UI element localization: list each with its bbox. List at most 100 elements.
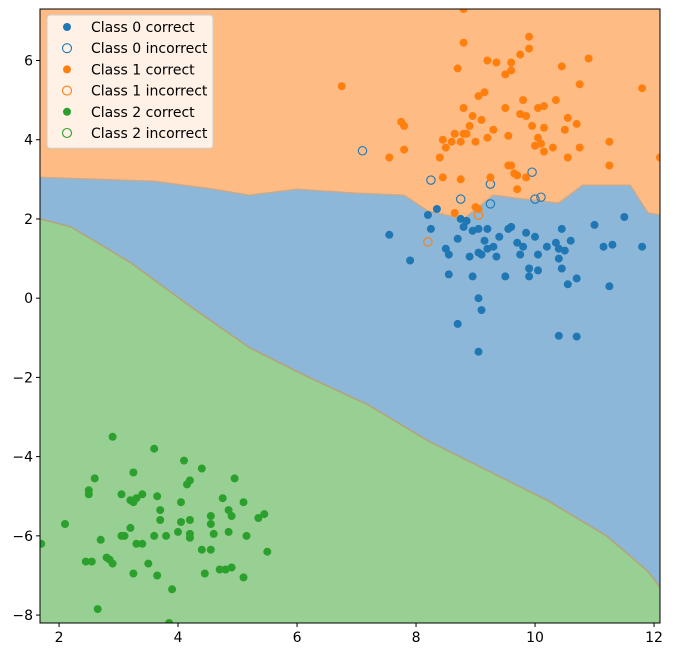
point-class-0-correct [599, 242, 608, 251]
point-class-0-correct [459, 222, 468, 231]
point-class-1-correct [551, 96, 560, 105]
point-class-0-correct [531, 232, 539, 241]
point-class-1-correct [462, 129, 471, 138]
point-class-1-correct [471, 137, 480, 146]
point-class-1-incorrect [473, 210, 484, 220]
y-tick-label: −8 [12, 608, 33, 624]
point-class-2-correct [129, 468, 138, 477]
x-tick-label: 6 [293, 630, 302, 646]
point-class-2-correct [185, 516, 194, 524]
point-class-0-correct [462, 216, 471, 225]
point-class-0-correct [513, 238, 522, 247]
point-class-1-correct [456, 175, 465, 184]
legend-marker [63, 107, 71, 116]
point-class-0-correct [525, 264, 534, 273]
x-axis: 2 4 6 8 10 12 [55, 623, 663, 646]
point-class-0-correct [426, 224, 435, 233]
point-class-2-correct [242, 531, 251, 540]
point-class-2-correct [260, 510, 269, 519]
point-class-2-correct [227, 563, 236, 572]
point-class-0-correct [554, 244, 563, 253]
y-tick-label: −2 [12, 370, 33, 386]
y-tick-label: 0 [24, 291, 33, 307]
legend-label: Class 1 correct [91, 62, 195, 78]
point-class-1-correct [438, 173, 447, 182]
point-class-1-correct [435, 153, 444, 162]
legend-marker [63, 65, 71, 74]
x-tick-label: 10 [526, 630, 544, 646]
point-class-2-correct [126, 523, 135, 532]
point-class-0-correct [474, 347, 483, 356]
point-class-0-correct [519, 242, 528, 251]
point-class-1-correct [540, 147, 548, 156]
point-class-0-correct [620, 213, 629, 221]
point-class-0-correct [557, 264, 566, 273]
point-class-1-correct [504, 131, 513, 140]
boundary-line-1-0 [40, 176, 660, 220]
point-class-1-correct [516, 50, 525, 59]
point-class-2-correct [156, 506, 165, 515]
point-class-2-correct [40, 539, 46, 548]
point-class-1-correct [540, 123, 548, 132]
point-class-2-correct [96, 535, 105, 544]
y-tick-label: 4 [24, 133, 33, 149]
point-class-2-correct [93, 605, 102, 614]
point-class-0-correct [453, 234, 462, 243]
point-class-0-correct [492, 252, 501, 261]
point-class-0-correct [507, 222, 516, 231]
y-tick-label: −4 [12, 450, 33, 466]
point-class-2-correct [230, 474, 239, 483]
plot-frame [39, 8, 661, 624]
point-class-2-correct [197, 545, 206, 554]
point-class-0-correct [453, 319, 462, 328]
point-class-1-correct [540, 102, 548, 111]
point-class-0-correct [560, 246, 569, 255]
point-class-1-correct [656, 153, 660, 162]
point-class-1-correct [563, 153, 572, 162]
point-class-1-correct [400, 145, 409, 154]
point-class-2-correct [153, 492, 162, 501]
point-class-2-correct [144, 559, 153, 568]
point-class-0-incorrect [357, 146, 368, 156]
point-class-0-correct [495, 232, 504, 241]
point-class-0-correct [608, 240, 617, 249]
point-class-0-correct [406, 256, 415, 265]
point-class-1-correct [513, 171, 522, 180]
point-class-2-correct [206, 545, 215, 554]
point-class-0-correct [480, 236, 489, 245]
point-class-2-correct [90, 474, 99, 483]
y-tick-label: −6 [12, 529, 33, 545]
point-class-0-incorrect [530, 194, 540, 204]
point-class-1-correct [465, 121, 474, 130]
point-class-1-correct [507, 161, 516, 170]
point-class-0-correct [474, 294, 483, 303]
point-class-0-correct [483, 224, 492, 233]
legend-label: Class 0 correct [91, 20, 195, 36]
point-class-0-correct [557, 224, 566, 233]
point-class-0-correct [516, 250, 525, 259]
x-tick-label: 8 [412, 630, 421, 646]
point-class-0-correct [423, 211, 432, 219]
point-class-1-correct [447, 137, 456, 146]
point-class-1-correct [441, 143, 450, 152]
point-class-0-correct [525, 272, 534, 281]
point-class-2-correct [81, 557, 90, 566]
legend-label: Class 2 incorrect [91, 126, 208, 142]
point-class-1-correct [575, 80, 584, 89]
point-class-2-correct [84, 486, 93, 495]
point-class-2-correct [87, 557, 96, 566]
point-class-2-correct [177, 498, 185, 507]
legend-label: Class 1 incorrect [91, 84, 208, 100]
point-class-1-correct [560, 125, 569, 134]
point-class-0-correct [432, 205, 441, 213]
legend-marker [61, 43, 73, 54]
point-class-0-correct [551, 238, 560, 247]
point-class-1-correct [474, 92, 483, 101]
point-class-2-correct [185, 476, 194, 485]
point-class-0-correct [534, 266, 542, 275]
point-class-2-correct [215, 565, 224, 574]
point-class-1-correct [459, 38, 468, 47]
legend-label: Class 0 incorrect [91, 41, 208, 57]
point-class-0-incorrect [455, 194, 466, 204]
